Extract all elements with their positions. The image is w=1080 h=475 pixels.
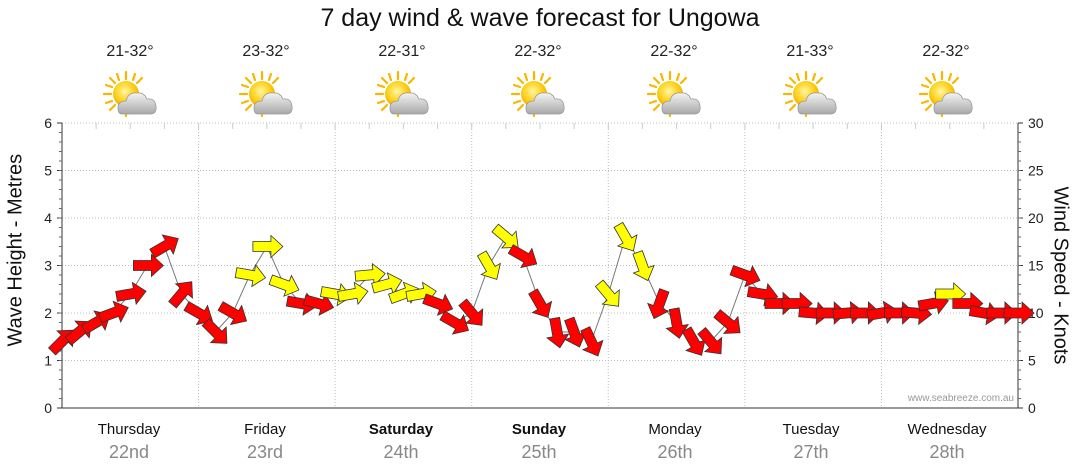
- day-label-saturday: Saturday: [368, 421, 434, 438]
- wind-arrow: [697, 326, 723, 355]
- day-date-saturday: 24th: [383, 442, 419, 462]
- day-temp-monday: 22-32°: [650, 43, 698, 60]
- wind-arrow: [234, 263, 267, 288]
- y-tick-label-left: 0: [44, 400, 52, 416]
- wind-arrow: [371, 272, 403, 296]
- day-label-wednesday: Wednesday: [907, 421, 987, 438]
- wind-arrow: [97, 300, 129, 323]
- wind-arrows: [47, 221, 1035, 357]
- y-tick-label-right: 20: [1028, 210, 1044, 226]
- wind-arrow: [545, 316, 570, 349]
- wind-arrow: [594, 279, 620, 307]
- wind-arrow: [665, 307, 689, 339]
- wind-arrow: [580, 326, 604, 357]
- day-label-friday: Friday: [244, 421, 286, 438]
- wind-arrow: [647, 288, 670, 320]
- y-tick-label-left: 6: [44, 115, 52, 131]
- y-ticks-right: 0 5 10 15 20 25 30: [1018, 115, 1044, 416]
- chart-title: 7 day wind & wave forecast for Ungowa: [320, 4, 760, 32]
- day-label-monday: Monday: [648, 421, 702, 438]
- wind-arrow: [458, 298, 484, 326]
- day-date-wednesday: 28th: [929, 442, 965, 462]
- wind-arrow: [252, 234, 284, 259]
- day-temp-wednesday: 22-32°: [922, 43, 970, 60]
- wind-arrow: [201, 317, 228, 344]
- wind-arrow: [439, 310, 469, 335]
- y-ticks-left: 0 1 2 3 4 5 6: [44, 115, 62, 416]
- wind-arrow: [986, 301, 1018, 325]
- wind-arrow: [354, 262, 386, 287]
- wind-arrow: [302, 292, 335, 316]
- wind-arrow: [764, 291, 796, 316]
- wind-arrow: [681, 326, 706, 356]
- day-date-thursday: 22nd: [108, 442, 150, 462]
- y-tick-label-left: 2: [44, 305, 52, 321]
- wind-arrow: [115, 281, 147, 306]
- y-tick-label-right: 0: [1028, 400, 1036, 416]
- day-label-thursday: Thursday: [97, 421, 161, 438]
- day-label-tuesday: Tuesday: [782, 421, 840, 438]
- y-tick-label-left: 5: [44, 163, 52, 179]
- day-date-monday: 26th: [657, 442, 693, 462]
- y-tick-label-right: 5: [1028, 353, 1036, 369]
- wind-arrow: [507, 244, 538, 269]
- day-temp-thursday: 21-32°: [106, 43, 154, 60]
- y-tick-label-right: 15: [1028, 258, 1044, 274]
- day-label-sunday: Sunday: [511, 421, 567, 438]
- grid: [62, 122, 1018, 408]
- y-tick-label-right: 30: [1028, 115, 1044, 131]
- day-temp-saturday: 22-31°: [378, 43, 426, 60]
- wind-arrow: [713, 309, 741, 334]
- day-date-sunday: 25th: [521, 442, 557, 462]
- wind-arrow: [564, 316, 587, 348]
- wind-arrow: [632, 250, 655, 282]
- wind-arrow: [168, 281, 193, 309]
- watermark: www.seabreeze.com.au: [907, 393, 1014, 404]
- day-temp-sunday: 22-32°: [514, 43, 562, 60]
- y-tick-label-left: 1: [44, 353, 52, 369]
- wind-arrow: [132, 253, 164, 278]
- y-tick-label-right: 25: [1028, 163, 1044, 179]
- wind-arrow: [268, 274, 300, 297]
- wind-arrow: [1003, 301, 1035, 325]
- wind-arrow: [217, 301, 248, 326]
- day-temp-friday: 23-32°: [242, 43, 290, 60]
- y-tick-label-left: 4: [44, 210, 52, 226]
- day-date-friday: 23rd: [246, 442, 284, 462]
- wind-arrow: [149, 234, 179, 259]
- day-temp-tuesday: 21-33°: [786, 43, 834, 60]
- wind-arrow: [729, 265, 761, 288]
- wind-arrow: [337, 281, 369, 306]
- wind-arrow: [528, 288, 553, 318]
- day-date-tuesday: 27th: [793, 442, 829, 462]
- y-tick-label-left: 3: [44, 258, 52, 274]
- wind-arrow: [491, 223, 519, 249]
- wind-arrow: [613, 221, 638, 252]
- y-tick-label-right: 10: [1028, 305, 1044, 321]
- wind-arrow: [476, 250, 501, 280]
